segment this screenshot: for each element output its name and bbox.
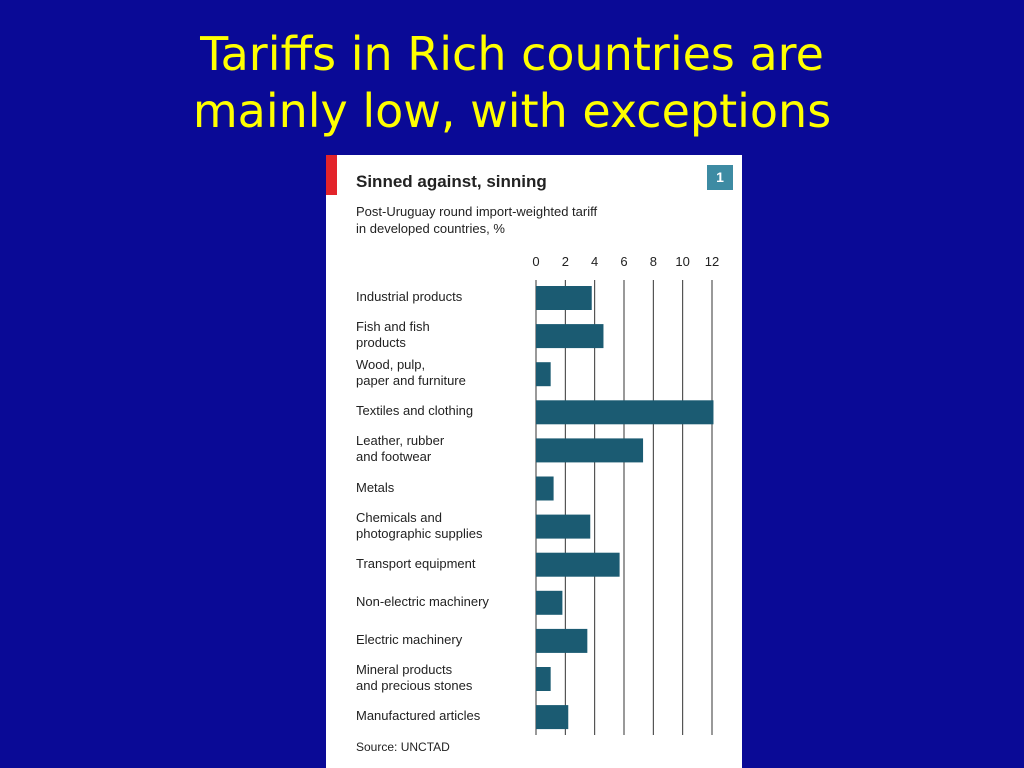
badge: 1 <box>707 165 733 190</box>
y-tick-label: Industrial products <box>356 289 463 304</box>
y-tick-label: Wood, pulp, paper and furniture <box>356 357 466 389</box>
x-tick-label: 6 <box>620 254 628 269</box>
bar <box>536 705 569 730</box>
x-tick-label: 4 <box>591 254 599 269</box>
bar <box>536 514 591 539</box>
bar <box>536 400 714 425</box>
source: Source: UNCTAD <box>356 740 450 754</box>
y-tick-label: Electric machinery <box>356 631 463 647</box>
x-tick-label: 2 <box>561 254 569 269</box>
y-tick-label: Metals <box>356 479 395 495</box>
bar <box>536 286 592 310</box>
red-tab <box>326 155 337 195</box>
bar <box>536 438 644 463</box>
x-tick-label: 0 <box>532 254 540 269</box>
chart-title: Sinned against, sinning <box>356 172 547 191</box>
bar <box>536 476 554 501</box>
chart-panel <box>326 155 742 768</box>
y-tick-label: Manufactured articles <box>356 708 481 724</box>
y-tick-label: Chemicals and photographic supplies <box>356 509 483 541</box>
chart-subtitle: Post-Uruguay round import-weighted tarif… <box>356 204 598 236</box>
y-tick-label: Non-electric machinery <box>356 593 489 609</box>
y-tick-label: Mineral products and precious stones <box>356 662 473 693</box>
bar <box>536 552 620 577</box>
x-tick-label: 12 <box>704 254 720 269</box>
y-tick-label: Transport equipment <box>356 555 476 571</box>
x-tick-label: 8 <box>649 254 657 269</box>
slide-title: Tariffs in Rich countries are mainly low… <box>192 27 832 138</box>
bar <box>536 628 588 653</box>
bar <box>536 362 551 387</box>
bar <box>536 324 604 349</box>
x-tick-label: 10 <box>675 254 690 269</box>
bar <box>536 667 551 691</box>
y-tick-label: Fish and fish products <box>356 319 430 351</box>
y-tick-label: Textiles and clothing <box>356 403 474 419</box>
bar <box>536 590 563 615</box>
y-tick-label: Leather, rubber and footwear <box>356 433 445 465</box>
